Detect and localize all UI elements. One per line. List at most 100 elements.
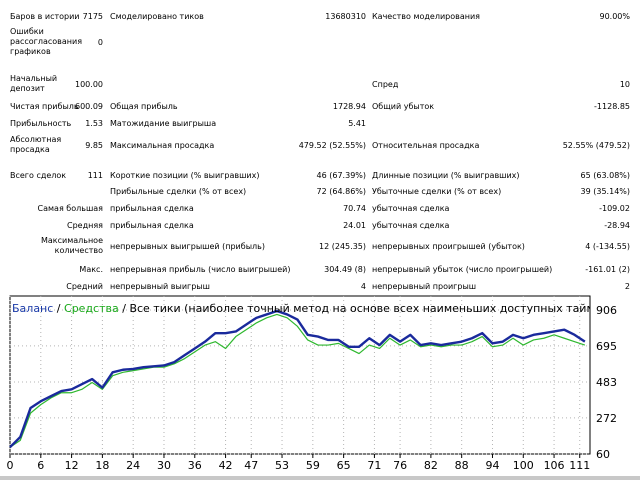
x-tick-label: 36 — [188, 459, 202, 472]
bars-label: Баров в истории — [10, 12, 80, 21]
max-cons-loss-value: -161.01 (2) — [585, 265, 630, 274]
max-cons-losses-value: 4 (-134.55) — [585, 242, 630, 251]
profit-trades-label: Прибыльные сделки (% от всех) — [110, 187, 247, 196]
long-positions-label: Длинные позиции (% выигравших) — [372, 171, 520, 180]
spread-value: 10 — [619, 80, 630, 89]
x-tick-label: 82 — [424, 459, 438, 472]
legend-separator: / — [118, 302, 130, 315]
x-tick-label: 76 — [393, 459, 407, 472]
abs-drawdown-value: 9.85 — [85, 141, 103, 150]
equity-line — [9, 313, 586, 448]
largest-loss-value: -109.02 — [599, 204, 630, 213]
x-tick-label: 0 — [7, 459, 14, 472]
rel-drawdown-label: Относительная просадка — [372, 141, 480, 150]
x-tick-label: 111 — [569, 459, 590, 472]
legend-balance: Баланс — [12, 302, 54, 315]
largest-profit-value: 70.74 — [343, 204, 366, 213]
max-cons-profit-value: 304.49 (8) — [324, 265, 366, 274]
x-tick-label: 42 — [219, 459, 233, 472]
x-tick-label: 94 — [485, 459, 499, 472]
max-cons-loss-label: непрерывный убыток (число проигрышей) — [372, 265, 553, 274]
errors-value: 0 — [97, 38, 103, 47]
avg-cons-losses-value: 2 — [624, 282, 630, 291]
avg-cons-wins-label: непрерывный выигрыш — [110, 282, 210, 291]
gross-loss-label: Общий убыток — [372, 102, 435, 111]
quality-value: 90.00% — [599, 12, 630, 21]
long-positions-value: 65 (63.08%) — [580, 171, 630, 180]
net-profit-label: Чистая прибыль — [10, 102, 79, 111]
short-positions-value: 46 (67.39%) — [316, 171, 366, 180]
max-drawdown-value: 479.52 (52.55%) — [298, 141, 366, 150]
bottom-scrollbar[interactable] — [0, 476, 640, 480]
largest-profit-label: прибыльная сделка — [110, 204, 194, 213]
total-trades-label: Всего сделок — [10, 171, 67, 180]
gross-profit-label: Общая прибыль — [110, 102, 178, 111]
max-cons-losses-label: непрерывных проигрышей (убыток) — [372, 242, 525, 251]
x-tick-label: 24 — [126, 459, 140, 472]
quality-label: Качество моделирования — [372, 12, 480, 21]
bars-value: 7175 — [82, 12, 103, 21]
x-tick-label: 47 — [244, 459, 258, 472]
x-tick-label: 59 — [306, 459, 320, 472]
avg-label: Средний — [66, 282, 103, 291]
ticks-label: Смоделировано тиков — [110, 12, 204, 21]
max-cons-profit-label: непрерывная прибыль (число выигрышей) — [110, 265, 291, 274]
expected-payoff-value: 5.41 — [348, 119, 366, 128]
x-tick-label: 106 — [544, 459, 565, 472]
legend-separator: / — [53, 302, 65, 315]
plot-frame — [9, 295, 591, 455]
total-trades-value: 111 — [87, 171, 103, 180]
y-tick-label: 906 — [596, 304, 617, 317]
legend-equity: Средства — [64, 302, 119, 315]
average-loss-value: -28.94 — [604, 221, 630, 230]
max-label: Макс. — [79, 265, 103, 274]
y-tick-label: 272 — [596, 412, 617, 425]
net-profit-value: 600.09 — [75, 102, 103, 111]
average-loss-label: убыточная сделка — [372, 221, 450, 230]
expected-payoff-label: Матожидание выигрыша — [110, 119, 217, 128]
loss-trades-label: Убыточные сделки (% от всех) — [372, 187, 502, 196]
largest-loss-label: убыточная сделка — [372, 204, 450, 213]
ticks-value: 13680310 — [325, 12, 366, 21]
balance-line — [9, 309, 586, 449]
y-tick-label: 695 — [596, 340, 617, 353]
max-cons-wins-value: 12 (245.35) — [319, 242, 366, 251]
max-count-label: Максимальное количество — [40, 236, 103, 255]
profit-trades-value: 72 (64.86%) — [316, 187, 366, 196]
gross-loss-value: -1128.85 — [594, 102, 630, 111]
spread-label: Спред — [372, 80, 399, 89]
balance-chart-svg: 906 695 483 272 60 0 6 12 18 24 30 36 42 47 53 59 65 71 76… — [7, 295, 617, 472]
legend-model-text: Все тики (наиболее точный метод на основ… — [129, 302, 590, 315]
y-tick-label: 60 — [596, 448, 610, 461]
report-statistics: Баров в истории 7175 Смоделировано тиков… — [10, 12, 630, 291]
x-tick-label: 53 — [275, 459, 289, 472]
x-tick-label: 71 — [367, 459, 381, 472]
x-tick-label: 6 — [37, 459, 44, 472]
x-tick-label: 88 — [455, 459, 469, 472]
y-tick-label: 483 — [596, 376, 617, 389]
average-profit-label: прибыльная сделка — [110, 221, 194, 230]
average-label: Средняя — [67, 221, 103, 230]
abs-drawdown-label: Абсолютная просадка — [10, 135, 62, 154]
rel-drawdown-value: 52.55% (479.52) — [562, 141, 630, 150]
chart-legend: Баланс / Средства / Все тики (наиболее т… — [12, 302, 590, 316]
x-tick-label: 12 — [65, 459, 79, 472]
max-cons-wins-label: непрерывных выигрышей (прибыль) — [110, 242, 265, 251]
errors-label: Ошибки рассогласования графиков — [10, 27, 83, 56]
x-tick-label: 18 — [95, 459, 109, 472]
x-tick-label: 100 — [513, 459, 534, 472]
short-positions-label: Короткие позиции (% выигравших) — [110, 171, 260, 180]
deposit-value: 100.00 — [75, 80, 103, 89]
loss-trades-value: 39 (35.14%) — [580, 187, 630, 196]
average-profit-value: 24.01 — [343, 221, 366, 230]
balance-chart: 906 695 483 272 60 0 6 12 18 24 30 36 42 47 53 59 65 71 76… — [0, 294, 640, 480]
largest-label: Самая большая — [37, 204, 103, 213]
avg-cons-losses-label: непрерывный проигрыш — [372, 282, 477, 291]
deposit-label: Начальный депозит — [10, 74, 58, 93]
profit-factor-label: Прибыльность — [10, 119, 72, 128]
gross-profit-value: 1728.94 — [332, 102, 366, 111]
avg-cons-wins-value: 4 — [360, 282, 366, 291]
max-drawdown-label: Максимальная просадка — [110, 141, 215, 150]
profit-factor-value: 1.53 — [85, 119, 103, 128]
x-tick-label: 30 — [157, 459, 171, 472]
